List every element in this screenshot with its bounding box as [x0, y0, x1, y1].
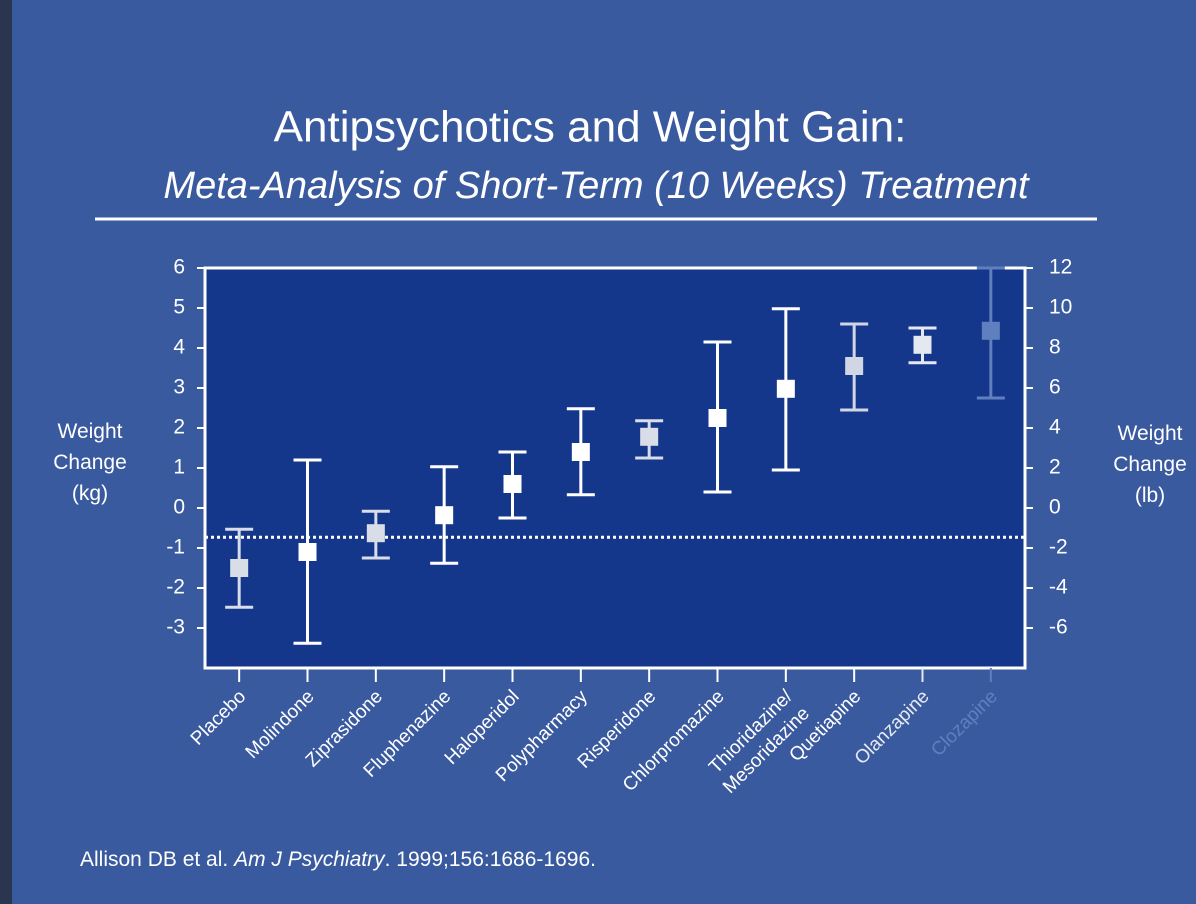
left-border: [0, 0, 12, 904]
y-tick-label: 6: [173, 256, 185, 279]
y-tick-label: -1: [166, 536, 185, 559]
point: [298, 543, 317, 561]
y-tick-label: 3: [173, 376, 185, 399]
source-citation: . 1999;156:1686-1696.: [385, 848, 596, 871]
y-tick-label: 2: [173, 416, 185, 439]
y2-axis-label: Weight Change (lb): [1113, 422, 1187, 507]
point: [230, 559, 249, 577]
point: [708, 409, 727, 427]
y2-tick-label: -6: [1049, 616, 1068, 639]
y2-tick-label: 2: [1049, 456, 1061, 479]
source-journal: Am J Psychiatry: [232, 848, 386, 871]
chart-title: Antipsychotics and Weight Gain:: [274, 103, 907, 152]
y-tick-label: 1: [173, 456, 185, 479]
x-tick-label: Placebo: [187, 686, 250, 749]
y-tick-label: -3: [166, 616, 185, 639]
y2-tick-label: 12: [1049, 256, 1072, 279]
y2-tick-label: 4: [1049, 416, 1061, 439]
y2-tick-label: -4: [1049, 576, 1068, 599]
point: [776, 379, 795, 398]
y2-tick-label: 10: [1049, 296, 1072, 319]
point: [913, 335, 932, 354]
y-tick-label: 5: [173, 296, 185, 319]
source-authors: Allison DB et al.: [80, 848, 234, 871]
y-tick-label: -2: [166, 576, 185, 599]
y-tick-label: 4: [173, 336, 185, 359]
point: [435, 506, 454, 525]
point: [845, 357, 864, 375]
point: [571, 443, 590, 461]
point: [981, 321, 1000, 340]
x-tick-label: Clozapine: [927, 686, 1002, 761]
y-tick-label: 0: [173, 496, 185, 519]
point: [640, 427, 659, 446]
y-axis-label: Weight Change (kg): [53, 420, 127, 505]
plot-area: [203, 266, 1027, 670]
point: [503, 475, 522, 493]
y2-tick-label: 0: [1049, 496, 1061, 519]
x-tick-label: Olanzapine: [851, 686, 934, 769]
y2-tick-label: -2: [1049, 536, 1068, 559]
y2-tick-label: 6: [1049, 376, 1061, 399]
chart-subtitle: Meta-Analysis of Short-Term (10 Weeks) T…: [163, 165, 1030, 207]
y2-tick-label: 8: [1049, 336, 1061, 359]
source: Allison DB et al. Am J Psychiatry. 1999;…: [80, 848, 596, 871]
point: [366, 524, 385, 543]
